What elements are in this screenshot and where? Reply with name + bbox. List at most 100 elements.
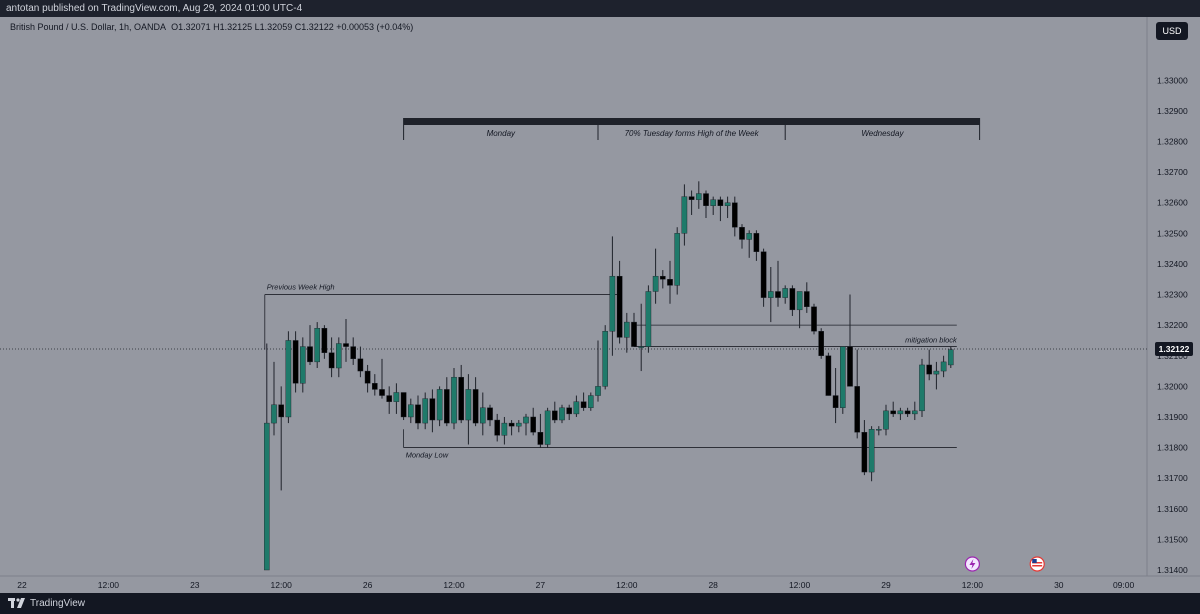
candle-body: [717, 199, 724, 206]
time-tick-label: 12:00: [789, 580, 811, 590]
candle-body: [890, 410, 896, 415]
candle-body: [307, 346, 313, 363]
brand-name: TradingView: [30, 597, 86, 609]
candle-body: [912, 410, 918, 415]
candle-body: [458, 376, 465, 421]
candle-body: [775, 291, 781, 298]
candle-body: [544, 410, 551, 445]
candle-body: [552, 410, 558, 421]
candle-body: [422, 398, 429, 424]
price-tick-label: 1.33000: [1157, 75, 1188, 85]
previous-week-high-label: Previous Week High: [267, 283, 335, 292]
candle-body: [580, 401, 587, 408]
price-axis: [1147, 17, 1200, 576]
candle-body: [609, 275, 616, 332]
tradingview-logo[interactable]: TradingView: [8, 597, 85, 609]
session-band-label: 70% Tuesday forms High of the Week: [625, 129, 760, 138]
candle-body: [285, 340, 292, 418]
candle-body: [480, 407, 486, 424]
candle-body: [408, 404, 414, 418]
candle-body: [336, 343, 342, 369]
candle-body: [652, 275, 659, 292]
candle-body: [559, 407, 565, 421]
currency-button[interactable]: USD: [1156, 22, 1188, 40]
time-tick-label: 12:00: [98, 580, 120, 590]
monday-low-label: Monday Low: [406, 451, 449, 460]
price-tick-label: 1.31800: [1157, 443, 1188, 453]
price-tick-label: 1.31600: [1157, 504, 1188, 514]
candle-body: [645, 291, 652, 347]
session-band-bar: [403, 118, 598, 125]
ohlc-values: O1.32071 H1.32125 L1.32059 C1.32122 +0.0…: [171, 22, 414, 32]
time-tick-label: 29: [881, 580, 891, 590]
candle-body: [566, 407, 572, 415]
time-tick-label: 12:00: [962, 580, 984, 590]
session-band-label: Wednesday: [861, 129, 904, 138]
time-tick-label: 12:00: [271, 580, 293, 590]
candle-body: [804, 291, 810, 307]
lightning-glyph: [969, 559, 976, 569]
candle-body: [868, 429, 875, 473]
candle-body: [415, 404, 421, 424]
candle-body: [494, 419, 501, 436]
candle-body: [840, 346, 846, 408]
footer-bar: TradingView: [0, 593, 1200, 614]
candle-body: [703, 193, 709, 206]
time-tick-label: 09:00: [1113, 580, 1135, 590]
candle-body: [681, 196, 688, 234]
candle-body: [732, 202, 738, 228]
candle-body: [451, 376, 457, 424]
candle-body: [343, 343, 349, 347]
candle-body: [876, 429, 882, 431]
candle-body: [372, 383, 378, 390]
flag-canton: [1032, 559, 1037, 563]
price-tick-label: 1.32400: [1157, 259, 1188, 269]
candle-body: [667, 279, 673, 286]
candle-body: [897, 410, 904, 415]
session-band-bar: [785, 118, 980, 125]
candle-body: [530, 416, 536, 433]
candle-body: [782, 288, 788, 298]
candle-body: [487, 407, 493, 421]
current-price-badge: [1155, 342, 1193, 357]
flag-stripe: [1032, 565, 1043, 567]
candle-body: [768, 291, 774, 298]
candle-body: [688, 196, 695, 200]
candle-body: [674, 233, 680, 286]
candle-body: [393, 392, 400, 402]
candle-body: [357, 358, 364, 372]
candle-body: [328, 352, 335, 369]
candle-body: [847, 346, 853, 387]
candle-body: [444, 389, 450, 424]
candle-body: [264, 422, 270, 571]
candle-body: [825, 355, 832, 396]
price-tick-label: 1.31400: [1157, 565, 1188, 575]
price-tick-label: 1.31500: [1157, 534, 1188, 544]
flag-stripe: [1032, 562, 1043, 564]
candle-body: [465, 389, 472, 421]
candle-body: [595, 386, 601, 396]
candle-body: [537, 432, 544, 445]
candle-body: [386, 395, 393, 402]
candle-body: [832, 395, 839, 408]
candle-body: [919, 364, 925, 412]
candle-body: [573, 401, 580, 415]
session-band-label: Monday: [487, 129, 516, 138]
candle-body: [760, 251, 767, 298]
price-tick-label: 1.32700: [1157, 167, 1188, 177]
candle-body: [904, 410, 911, 415]
chart-area[interactable]: 1.33000 1.32900 1.32800 1.32700 1.32600 1.325…: [0, 17, 1200, 593]
chart-svg[interactable]: 1.33000 1.32900 1.32800 1.32700 1.32600 1.325…: [0, 17, 1200, 593]
time-tick-label: 23: [190, 580, 200, 590]
publish-bar: antotan published on TradingView.com, Au…: [0, 0, 1200, 17]
candle-body: [278, 404, 285, 418]
time-tick-label: 30: [1054, 580, 1064, 590]
candle-body: [753, 233, 760, 252]
time-tick-label: 22: [17, 580, 27, 590]
price-tick-label: 1.31700: [1157, 473, 1188, 483]
candle-body: [321, 328, 328, 353]
price-tick-label: 1.32200: [1157, 320, 1188, 330]
candle-body: [400, 392, 407, 418]
candle-body: [624, 321, 630, 338]
candle-body: [818, 331, 824, 356]
